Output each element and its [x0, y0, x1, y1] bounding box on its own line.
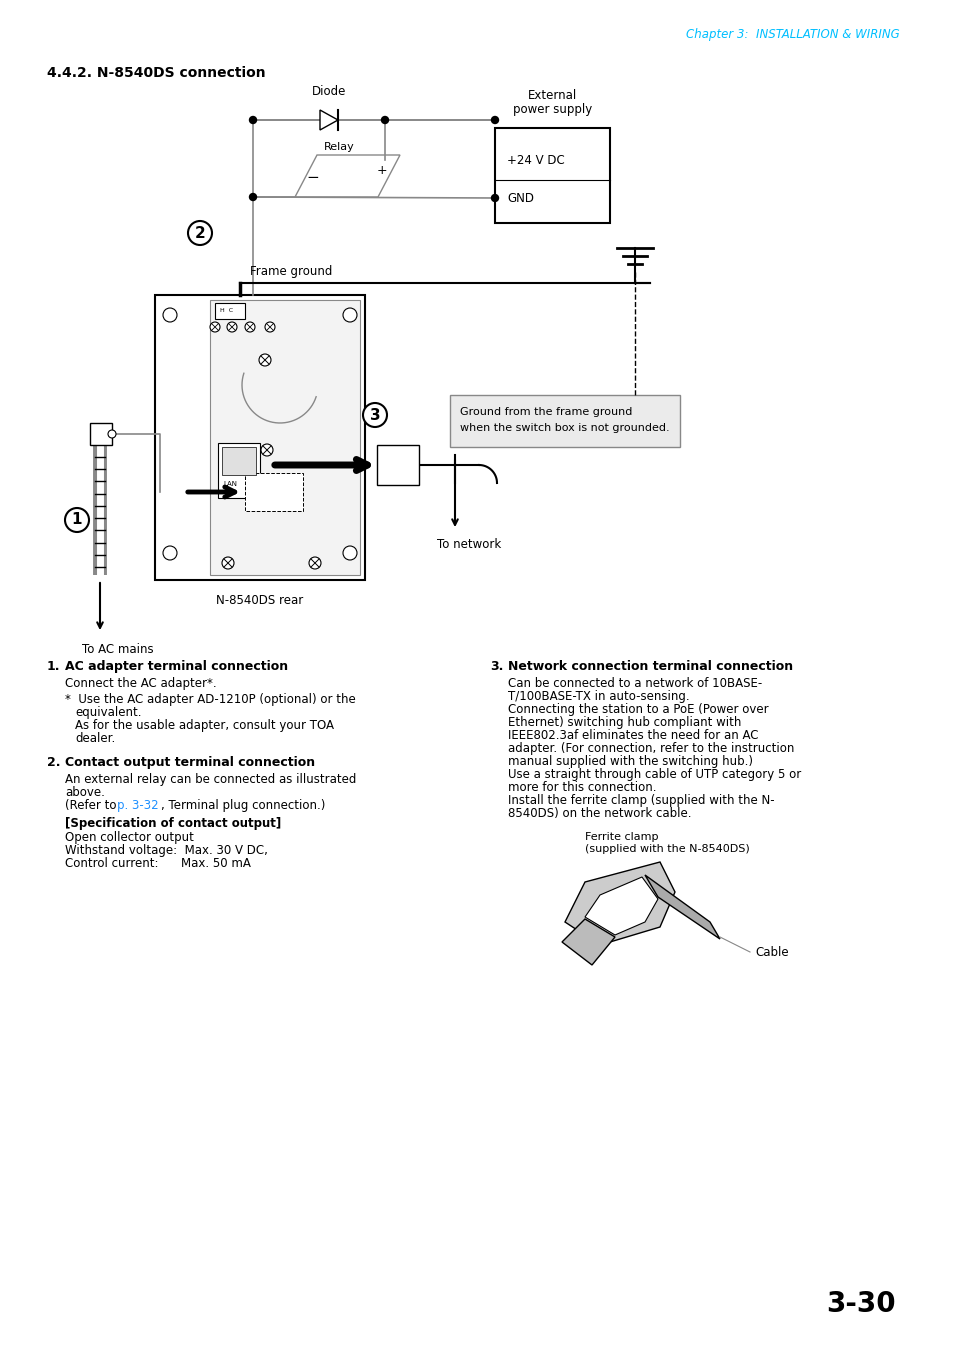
Polygon shape: [564, 862, 675, 944]
Text: As for the usable adapter, consult your TOA: As for the usable adapter, consult your …: [75, 719, 334, 732]
Text: 2: 2: [194, 226, 205, 240]
Polygon shape: [561, 919, 615, 965]
Bar: [218, 443, 260, 499]
Text: 1: 1: [71, 512, 82, 527]
Text: Open collector output: Open collector output: [65, 831, 193, 844]
Bar: [210, 300, 359, 576]
Text: T/100BASE-TX in auto-sensing.: T/100BASE-TX in auto-sensing.: [507, 690, 689, 703]
Bar: [214, 303, 245, 319]
Bar: [376, 444, 418, 485]
Text: AC adapter terminal connection: AC adapter terminal connection: [65, 661, 288, 673]
Text: To network: To network: [436, 538, 500, 551]
Text: (Refer to: (Refer to: [65, 798, 120, 812]
Text: 3: 3: [370, 408, 380, 423]
Circle shape: [65, 508, 89, 532]
Polygon shape: [644, 875, 720, 939]
Circle shape: [491, 116, 498, 123]
Text: 3-30: 3-30: [825, 1290, 895, 1319]
Bar: [154, 295, 365, 580]
Circle shape: [222, 557, 233, 569]
Text: +: +: [376, 163, 387, 177]
Text: External: External: [527, 89, 577, 101]
Text: Withstand voltage:  Max. 30 V DC,: Withstand voltage: Max. 30 V DC,: [65, 844, 268, 857]
Text: more for this connection.: more for this connection.: [507, 781, 656, 794]
Text: Frame ground: Frame ground: [250, 265, 332, 278]
Text: 1.: 1.: [47, 661, 60, 673]
Text: Control current:      Max. 50 mA: Control current: Max. 50 mA: [65, 857, 251, 870]
Text: Connect the AC adapter*.: Connect the AC adapter*.: [65, 677, 216, 690]
Text: LAN: LAN: [223, 481, 236, 486]
Circle shape: [227, 322, 236, 332]
Text: +24 V DC: +24 V DC: [506, 154, 564, 166]
Polygon shape: [584, 877, 658, 935]
Text: when the switch box is not grounded.: when the switch box is not grounded.: [459, 423, 669, 434]
Text: GND: GND: [506, 192, 534, 204]
Text: 3.: 3.: [490, 661, 503, 673]
Circle shape: [363, 403, 387, 427]
Circle shape: [210, 322, 220, 332]
Text: power supply: power supply: [513, 103, 592, 116]
Circle shape: [250, 116, 256, 123]
Text: Ferrite clamp: Ferrite clamp: [584, 832, 658, 842]
Text: Ground from the frame ground: Ground from the frame ground: [459, 407, 632, 417]
Text: adapter. (For connection, refer to the instruction: adapter. (For connection, refer to the i…: [507, 742, 794, 755]
Circle shape: [265, 322, 274, 332]
Text: manual supplied with the switching hub.): manual supplied with the switching hub.): [507, 755, 752, 767]
Text: *  Use the AC adapter AD-1210P (optional) or the: * Use the AC adapter AD-1210P (optional)…: [65, 693, 355, 707]
Text: Install the ferrite clamp (supplied with the N-: Install the ferrite clamp (supplied with…: [507, 794, 774, 807]
Bar: [450, 394, 679, 447]
Text: p. 3-32: p. 3-32: [117, 798, 158, 812]
Bar: [222, 447, 255, 476]
Circle shape: [188, 222, 212, 245]
Text: Contact output terminal connection: Contact output terminal connection: [65, 757, 314, 769]
Text: dealer.: dealer.: [75, 732, 115, 744]
Polygon shape: [294, 155, 399, 197]
Text: −: −: [306, 170, 319, 185]
Circle shape: [245, 322, 254, 332]
Circle shape: [250, 193, 256, 200]
Text: H  C: H C: [220, 308, 233, 313]
Text: equivalent.: equivalent.: [75, 707, 141, 719]
Circle shape: [343, 546, 356, 561]
Text: Connecting the station to a PoE (Power over: Connecting the station to a PoE (Power o…: [507, 703, 768, 716]
Circle shape: [163, 546, 177, 561]
Text: 4.4.2. N-8540DS connection: 4.4.2. N-8540DS connection: [47, 66, 265, 80]
Text: [Specification of contact output]: [Specification of contact output]: [65, 817, 281, 830]
Text: 8540DS) on the network cable.: 8540DS) on the network cable.: [507, 807, 691, 820]
Text: , Terminal plug connection.): , Terminal plug connection.): [161, 798, 325, 812]
Circle shape: [108, 430, 116, 438]
Circle shape: [258, 354, 271, 366]
Polygon shape: [319, 109, 337, 130]
Text: To AC mains: To AC mains: [82, 643, 153, 657]
Text: Use a straight through cable of UTP category 5 or: Use a straight through cable of UTP cate…: [507, 767, 801, 781]
Circle shape: [343, 308, 356, 322]
Text: IEEE802.3af eliminates the need for an AC: IEEE802.3af eliminates the need for an A…: [507, 730, 758, 742]
Text: Can be connected to a network of 10BASE-: Can be connected to a network of 10BASE-: [507, 677, 761, 690]
Bar: [495, 128, 609, 223]
Circle shape: [163, 308, 177, 322]
Text: Diode: Diode: [312, 85, 346, 99]
Text: above.: above.: [65, 786, 105, 798]
Bar: [90, 423, 112, 444]
Text: Ethernet) switching hub compliant with: Ethernet) switching hub compliant with: [507, 716, 740, 730]
Text: 2.: 2.: [47, 757, 60, 769]
Text: (supplied with the N-8540DS): (supplied with the N-8540DS): [584, 844, 749, 854]
Circle shape: [309, 557, 320, 569]
Text: Network connection terminal connection: Network connection terminal connection: [507, 661, 792, 673]
Text: Chapter 3:  INSTALLATION & WIRING: Chapter 3: INSTALLATION & WIRING: [685, 28, 899, 41]
Text: Relay: Relay: [324, 142, 355, 153]
Text: Cable: Cable: [754, 946, 788, 958]
Bar: [245, 473, 303, 511]
Text: N-8540DS rear: N-8540DS rear: [216, 594, 303, 607]
Circle shape: [381, 116, 388, 123]
Circle shape: [261, 444, 273, 457]
Text: An external relay can be connected as illustrated: An external relay can be connected as il…: [65, 773, 356, 786]
Circle shape: [491, 195, 498, 201]
